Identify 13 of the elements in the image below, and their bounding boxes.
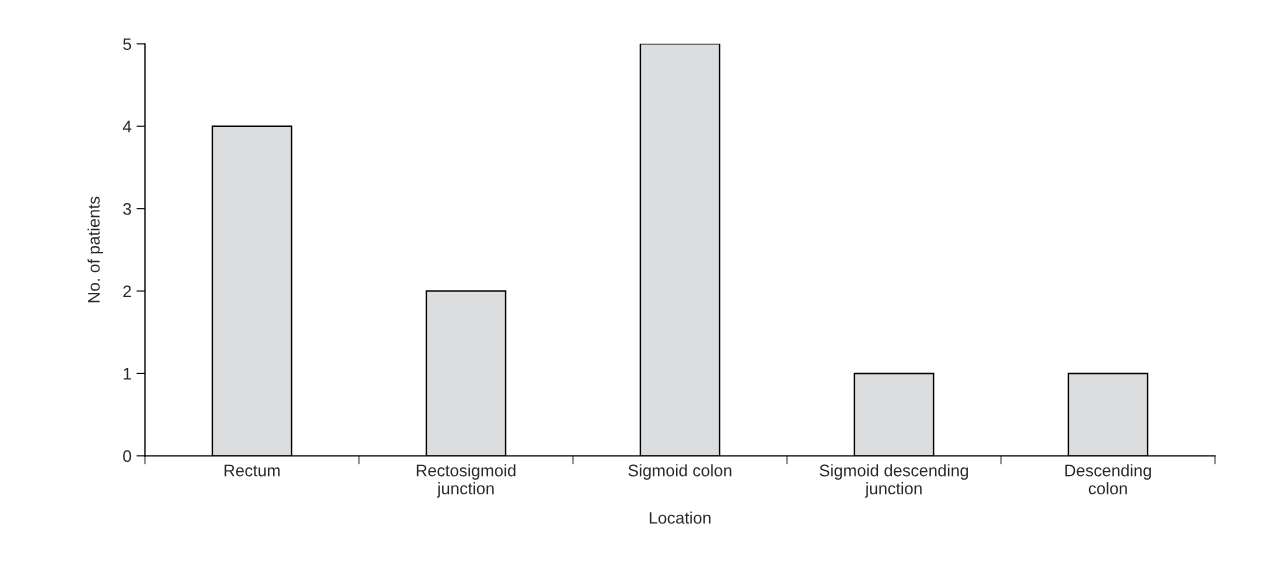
x-tick-label: Rectosigmoid junction [416,464,516,498]
y-axis-title: No. of patients [87,196,104,303]
y-tick-label: 0 [123,450,132,463]
x-tick-label: Rectum [224,464,280,477]
y-tick-label: 1 [123,368,131,380]
y-tick-label: 4 [122,120,132,133]
y-tick-label: 2 [123,285,131,298]
x-tick-label: Descending colon [1065,464,1151,495]
x-tick-label: Sigmoid colon [628,464,732,480]
y-tick-label: 5 [123,38,132,51]
y-tick-label: 3 [123,203,132,215]
x-tick-label: Sigmoid descending junction [819,464,968,498]
x-axis-title: Location [649,511,711,524]
